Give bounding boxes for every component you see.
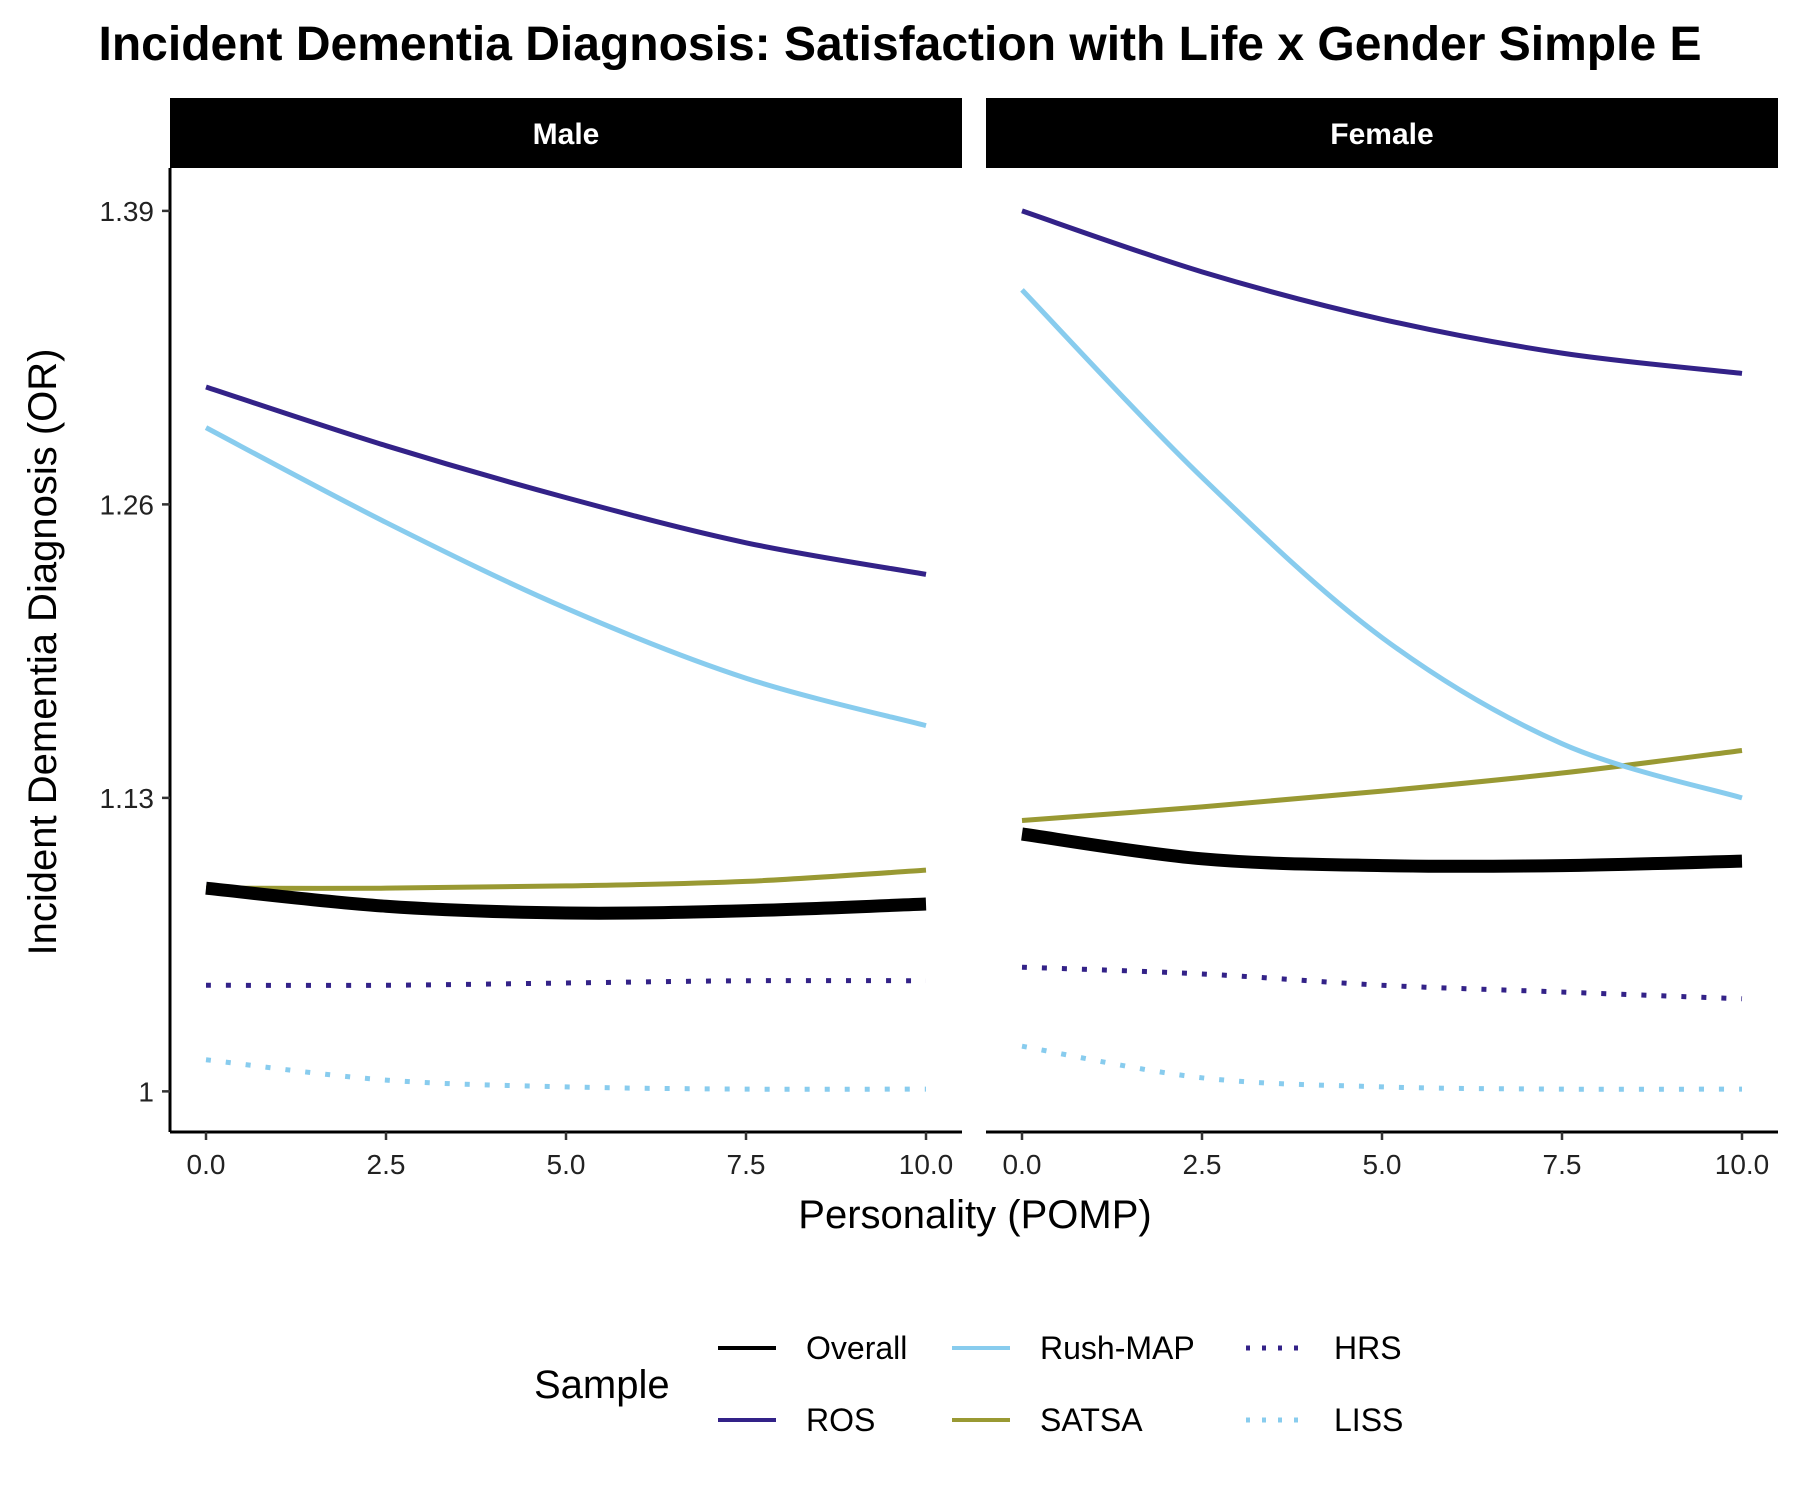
legend-label-overall: Overall bbox=[806, 1330, 907, 1366]
strip-label-female: Female bbox=[1330, 118, 1433, 151]
legend-title: Sample bbox=[534, 1363, 670, 1407]
series-line-satsa-male bbox=[205, 867, 927, 891]
chart-title: Incident Dementia Diagnosis: Satisfactio… bbox=[99, 18, 1702, 71]
legend-label-satsa: SATSA bbox=[1040, 1402, 1143, 1438]
series-line-satsa-female bbox=[1021, 747, 1743, 823]
x-tick-label: 2.5 bbox=[1183, 1149, 1222, 1180]
y-tick-label: 1.39 bbox=[100, 196, 155, 227]
legend-item-liss: LISS bbox=[1246, 1402, 1403, 1438]
strip-label-male: Male bbox=[533, 118, 600, 151]
legend-item-overall: Overall bbox=[718, 1330, 907, 1366]
x-tick-label: 5.0 bbox=[1363, 1149, 1402, 1180]
legend-item-satsa: SATSA bbox=[952, 1402, 1143, 1438]
y-tick-label: 1.13 bbox=[100, 783, 155, 814]
strip-male bbox=[170, 98, 962, 168]
y-axis-label: Incident Dementia Diagnosis (OR) bbox=[21, 349, 65, 956]
series-line-liss-female bbox=[1021, 1043, 1743, 1092]
series-line-rush-map-female bbox=[1020, 288, 1743, 801]
series-line-rush-map-male bbox=[204, 425, 927, 729]
panel-female: Female 0.0 2.5 5.0 7.5 10.0 bbox=[986, 98, 1778, 1180]
series-line-overall-male bbox=[205, 881, 927, 920]
x-tick-label: 10.0 bbox=[1715, 1149, 1770, 1180]
x-tick-label: 0.0 bbox=[1003, 1149, 1042, 1180]
legend-item-ros: ROS bbox=[718, 1402, 875, 1438]
x-tick-label: 10.0 bbox=[899, 1149, 954, 1180]
x-axis-label: Personality (POMP) bbox=[798, 1193, 1151, 1237]
legend-item-rush-map: Rush-MAP bbox=[952, 1330, 1195, 1366]
legend-label-liss: LISS bbox=[1334, 1402, 1403, 1438]
series-line-hrs-female bbox=[1021, 964, 1743, 1002]
x-tick-label: 2.5 bbox=[367, 1149, 406, 1180]
x-tick-label: 5.0 bbox=[547, 1149, 586, 1180]
series-line-liss-male bbox=[205, 1057, 927, 1092]
legend-label-hrs: HRS bbox=[1334, 1330, 1402, 1366]
series-line-overall-female bbox=[1021, 827, 1743, 873]
legend-item-hrs: HRS bbox=[1246, 1330, 1402, 1366]
series-line-ros-female bbox=[1021, 208, 1743, 376]
panel-male: Male 1 1.13 1.26 1.39 0.0 2.5 5.0 7.5 10.0 bbox=[100, 98, 962, 1180]
panels: Male 1 1.13 1.26 1.39 0.0 2.5 5.0 7.5 10.0 Female 0… bbox=[100, 98, 1778, 1180]
series-line-hrs-male bbox=[205, 978, 927, 988]
legend-label-ros: ROS bbox=[806, 1402, 875, 1438]
x-tick-label: 0.0 bbox=[187, 1149, 226, 1180]
legend: Sample Overall ROS Rush-MAP SATSA HRS LISS bbox=[534, 1330, 1403, 1438]
series-line-ros-male bbox=[205, 384, 927, 577]
strip-female bbox=[986, 98, 1778, 168]
x-tick-label: 7.5 bbox=[727, 1149, 766, 1180]
legend-label-rush-map: Rush-MAP bbox=[1040, 1330, 1195, 1366]
x-tick-label: 7.5 bbox=[1543, 1149, 1582, 1180]
y-tick-label: 1.26 bbox=[100, 489, 155, 520]
y-tick-label: 1 bbox=[138, 1076, 154, 1107]
